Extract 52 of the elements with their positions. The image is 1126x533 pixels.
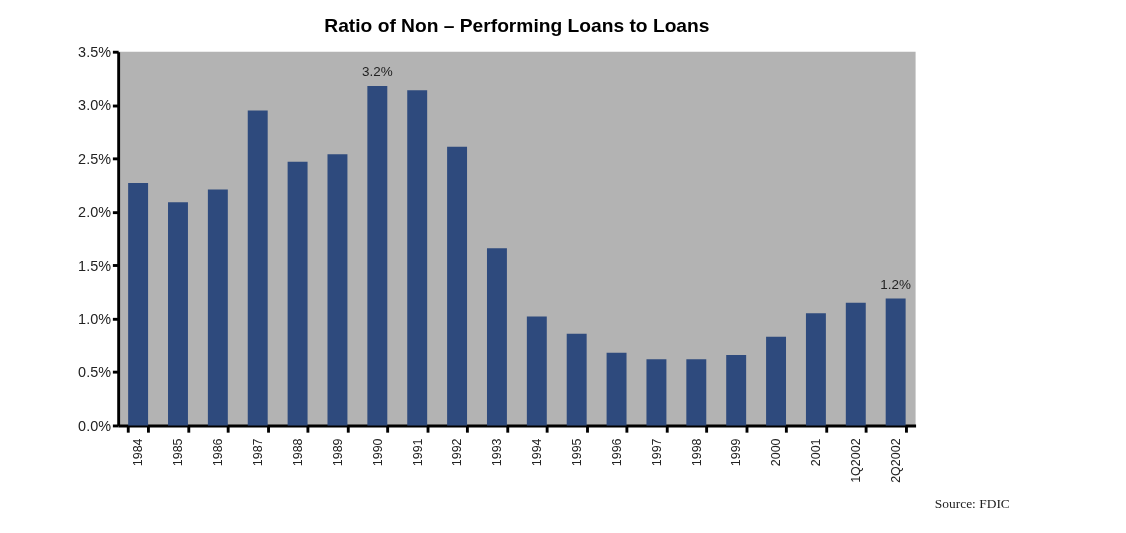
source-note: Source: FDIC bbox=[934, 496, 1010, 512]
y-tick-label: 1.0% bbox=[78, 310, 112, 327]
data-label: 1.2% bbox=[880, 276, 912, 292]
x-tick-label: 1Q2002 bbox=[849, 438, 864, 483]
x-tick-label: 1991 bbox=[410, 438, 425, 467]
y-tick-label: 1.5% bbox=[78, 257, 112, 274]
bar bbox=[885, 298, 906, 426]
x-tick-label: 1988 bbox=[290, 438, 305, 467]
x-tick-label: 1990 bbox=[370, 438, 385, 467]
bar bbox=[766, 336, 787, 426]
chart-title: Ratio of Non – Performing Loans to Loans bbox=[324, 14, 710, 36]
x-tick-label: 1994 bbox=[530, 438, 545, 467]
x-tick-label: 1987 bbox=[251, 438, 266, 467]
y-tick-label: 0.5% bbox=[78, 364, 112, 381]
x-tick-label: 1997 bbox=[649, 438, 664, 467]
x-tick-label: 1989 bbox=[330, 438, 345, 467]
x-tick-label: 2Q2002 bbox=[888, 438, 903, 483]
bar bbox=[287, 161, 308, 426]
bar bbox=[207, 189, 228, 426]
bar bbox=[128, 183, 149, 426]
x-tick-label: 1998 bbox=[689, 438, 704, 467]
bar bbox=[805, 313, 826, 426]
bar bbox=[367, 85, 388, 426]
x-tick-label: 1993 bbox=[490, 438, 505, 467]
x-tick-label: 2001 bbox=[809, 438, 824, 467]
y-tick-label: 0.0% bbox=[78, 417, 112, 434]
bar bbox=[606, 352, 627, 426]
bar bbox=[327, 154, 348, 426]
x-tick-label: 1985 bbox=[171, 438, 186, 467]
bar bbox=[247, 110, 268, 426]
data-label: 3.2% bbox=[362, 64, 393, 80]
x-tick-label: 1996 bbox=[609, 438, 624, 467]
bar bbox=[407, 90, 428, 426]
x-tick-label: 2000 bbox=[769, 438, 784, 467]
x-tick-label: 1999 bbox=[729, 438, 744, 467]
bar bbox=[526, 316, 547, 426]
x-tick-label: 1986 bbox=[211, 438, 226, 467]
bar bbox=[447, 146, 468, 426]
bar bbox=[646, 359, 667, 426]
bar bbox=[168, 202, 188, 426]
x-tick-label: 1995 bbox=[570, 438, 585, 467]
bar bbox=[845, 302, 866, 426]
bar bbox=[486, 248, 507, 426]
y-tick-label: 2.5% bbox=[78, 150, 112, 167]
x-tick-label: 1992 bbox=[450, 438, 465, 467]
y-tick-label: 2.0% bbox=[78, 204, 112, 221]
y-tick-label: 3.5% bbox=[78, 44, 112, 61]
bar bbox=[686, 359, 707, 426]
bar bbox=[726, 354, 747, 426]
y-tick-label: 3.0% bbox=[78, 97, 112, 114]
x-tick-label: 1984 bbox=[131, 438, 146, 467]
bar bbox=[566, 333, 587, 426]
